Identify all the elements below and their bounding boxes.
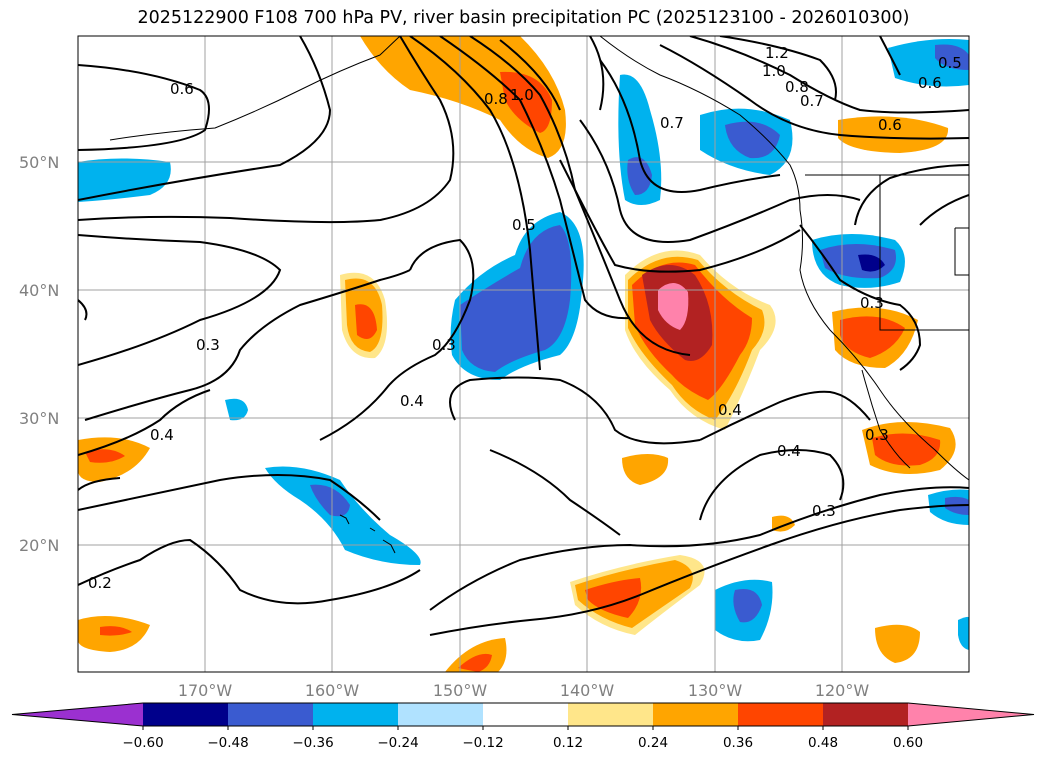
- longitude-labels: 170°W 160°W 150°W 140°W 130°W 120°W: [178, 681, 870, 700]
- contour-label: 0.8: [484, 90, 508, 108]
- colorbar-tick-label: 0.24: [638, 735, 668, 751]
- contour-label: 0.4: [718, 401, 742, 419]
- contour-labels: 0.6 0.8 1.0 1.2 1.0 0.8 0.7 0.6 0.5 0.6 …: [88, 44, 962, 592]
- colorbar-tick-label: 0.60: [893, 735, 923, 751]
- contour-label: 0.4: [400, 392, 424, 410]
- contour-label: 0.3: [432, 336, 456, 354]
- colorbar-segment: [823, 703, 908, 726]
- contour-label: 1.0: [510, 86, 534, 104]
- contour-label: 0.6: [170, 80, 194, 98]
- contour-label: 0.3: [865, 426, 889, 444]
- map-title: 2025122900 F108 700 hPa PV, river basin …: [137, 8, 910, 28]
- map-plot-area: 0.6 0.8 1.0 1.2 1.0 0.8 0.7 0.6 0.5 0.6 …: [78, 36, 969, 672]
- contour-label: 0.5: [938, 54, 962, 72]
- contour-label: 0.3: [812, 502, 836, 520]
- colorbar-tick-label: 0.36: [723, 735, 753, 751]
- colorbar-segment: [313, 703, 398, 726]
- colorbar-segment: [568, 703, 653, 726]
- colorbar-segment: [398, 703, 483, 726]
- contour-label: 0.6: [878, 116, 902, 134]
- lon-label: 130°W: [688, 681, 743, 700]
- lon-label: 120°W: [815, 681, 870, 700]
- colorbar: −0.60 −0.48 −0.36 −0.24 −0.12 0.12 0.24 0.36 0.4…: [11, 702, 1035, 751]
- colorbar-tick-label: −0.12: [462, 735, 503, 751]
- colorbar-segment: [228, 703, 313, 726]
- pv-contours: [78, 36, 969, 636]
- lon-label: 170°W: [178, 681, 233, 700]
- contour-label: 0.8: [785, 78, 809, 96]
- colorbar-extend-high: [908, 703, 1034, 726]
- colorbar-extend-low: [12, 703, 143, 726]
- lat-label: 40°N: [19, 281, 59, 300]
- plot-frame: [77, 35, 970, 673]
- colorbar-segment: [143, 703, 228, 726]
- colorbar-segment: [483, 703, 568, 726]
- coastlines: [109, 36, 969, 554]
- colorbar-tick-label: −0.36: [292, 735, 333, 751]
- colorbar-tick-label: 0.48: [808, 735, 838, 751]
- lat-label: 20°N: [19, 536, 59, 555]
- gridlines: [78, 36, 969, 672]
- lon-label: 150°W: [433, 681, 488, 700]
- colorbar-tick-label: 0.12: [553, 735, 583, 751]
- colorbar-tick-label: −0.24: [377, 735, 418, 751]
- contour-label: 1.0: [762, 62, 786, 80]
- contour-label: 0.5: [512, 216, 536, 234]
- contour-label: 0.4: [150, 426, 174, 444]
- lon-label: 140°W: [560, 681, 615, 700]
- colorbar-segment: [653, 703, 738, 726]
- lon-label: 160°W: [305, 681, 360, 700]
- lat-label: 30°N: [19, 409, 59, 428]
- contour-label: 0.3: [196, 336, 220, 354]
- contour-label: 0.7: [660, 114, 684, 132]
- colorbar-tick-label: −0.48: [207, 735, 248, 751]
- precip-shading: [78, 36, 969, 672]
- contour-label: 0.4: [777, 442, 801, 460]
- colorbar-tick-label: −0.60: [122, 735, 163, 751]
- lat-label: 50°N: [19, 153, 59, 172]
- contour-label: 0.7: [800, 92, 824, 110]
- contour-label: 1.2: [765, 44, 789, 62]
- latitude-labels: 50°N 40°N 30°N 20°N: [19, 153, 59, 555]
- colorbar-segment: [738, 703, 823, 726]
- contour-label: 0.3: [860, 294, 884, 312]
- contour-label: 0.6: [918, 74, 942, 92]
- contour-label: 0.2: [88, 574, 112, 592]
